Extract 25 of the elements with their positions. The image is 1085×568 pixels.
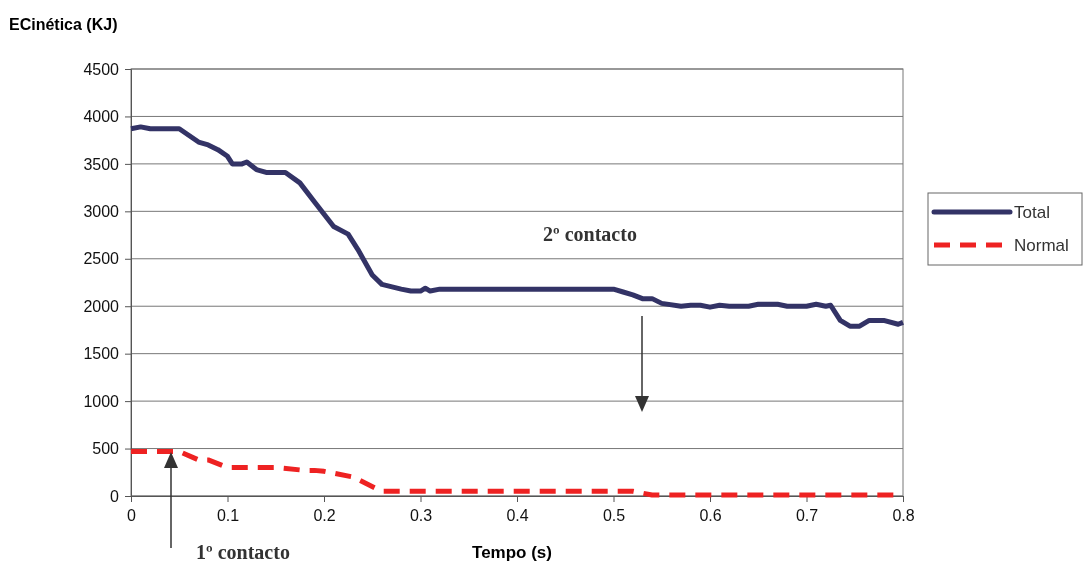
legend-label: Total — [1014, 203, 1050, 222]
x-tick-label: 0.3 — [409, 507, 433, 524]
x-tick-label: 0.1 — [216, 507, 240, 524]
y-tick-label: 1000 — [83, 392, 120, 410]
text: 1º contacto — [196, 541, 290, 563]
x-tick-label: 0.6 — [699, 507, 722, 524]
y-tick-label: 3000 — [83, 202, 120, 220]
x-tick-label: 0.5 — [602, 507, 626, 524]
y-tick-label: 3500 — [83, 155, 120, 173]
y-tick-label: 1500 — [83, 345, 120, 363]
x-tick-label: 0.2 — [313, 507, 336, 524]
y-tick-label: 2500 — [83, 250, 120, 268]
annotation: 2º contacto — [543, 223, 637, 245]
x-tick-label: 0.8 — [892, 507, 915, 524]
y-axis-title: ECinética (KJ) — [9, 16, 118, 33]
y-tick-label: 2000 — [83, 297, 120, 315]
x-axis-title: Tempo (s) — [472, 543, 552, 562]
x-tick-label: 0.4 — [506, 507, 529, 524]
x-tick-label: 0 — [127, 507, 137, 524]
y-tick-label: 4500 — [83, 60, 120, 78]
y-tick-label: 500 — [92, 440, 120, 458]
x-tick-label: 0.7 — [795, 507, 819, 524]
y-tick-label: 4000 — [83, 108, 120, 126]
legend-label: Normal — [1014, 236, 1069, 255]
y-tick-label: 0 — [110, 487, 120, 505]
